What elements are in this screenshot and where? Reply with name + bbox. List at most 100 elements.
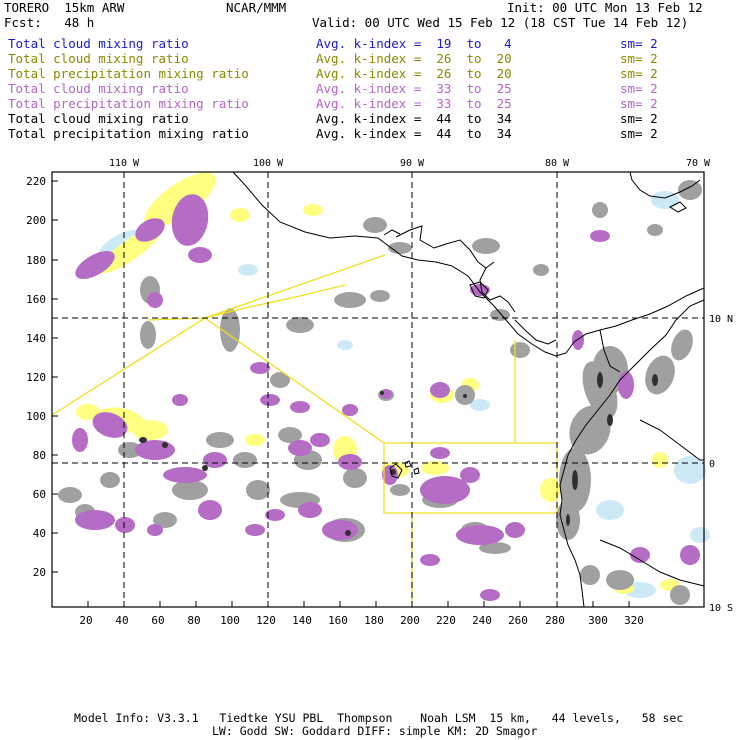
cloud-blob-24 <box>76 404 100 420</box>
cloud-blob-79 <box>163 467 207 483</box>
cloud-blob-94 <box>198 500 222 520</box>
cloud-blob-46 <box>58 487 82 503</box>
cloud-blob-64 <box>671 329 693 361</box>
cloud-blob-23 <box>652 452 668 468</box>
coastline-15 <box>599 539 705 587</box>
cloud-blob-96 <box>115 517 135 533</box>
y-tick-label-8: 60 <box>33 488 46 501</box>
cloud-blob-121 <box>566 514 570 526</box>
coastline-6 <box>383 229 401 236</box>
model-info-line2: LW: Godd SW: Goddard DIFF: simple KM: 2D… <box>212 724 538 738</box>
y-tick-label-9: 40 <box>33 527 46 540</box>
cloud-blob-17 <box>421 461 449 475</box>
cloud-blob-51 <box>388 242 412 254</box>
cloud-blob-117 <box>345 530 351 536</box>
cloud-blob-93 <box>298 502 322 518</box>
cloud-blob-81 <box>288 440 312 456</box>
cloud-blob-5 <box>596 500 624 520</box>
lon-label-3: 80 W <box>545 158 570 169</box>
legend-sm-6: sm= 2 <box>620 126 658 141</box>
valid-time: Valid: 00 UTC Wed 15 Feb 12 (18 CST Tue … <box>312 15 689 30</box>
cloud-blob-40 <box>390 484 410 496</box>
cloud-blob-119 <box>597 372 603 388</box>
cloud-blob-52 <box>472 238 500 254</box>
coastline-8 <box>514 319 557 345</box>
cloud-blob-109 <box>245 524 265 536</box>
cloud-blob-30 <box>334 292 366 308</box>
cloud-blob-124 <box>380 391 384 395</box>
coastline-3 <box>395 225 495 269</box>
cloud-blob-89 <box>460 467 480 483</box>
cloud-blob-18 <box>303 204 323 216</box>
legend-kindex-1: Avg. k-index = 26 to 20 <box>316 51 512 66</box>
cloud-blob-13 <box>132 420 168 440</box>
axis-labels: 220 200 180 160 140 120 100 80 60 40 20 20 40 60 80 100… <box>26 158 733 627</box>
y-tick-label-5: 120 <box>26 371 46 384</box>
cloud-blob-36 <box>172 480 208 500</box>
lon-label-4: 70 W <box>686 158 711 169</box>
cloud-blob-31 <box>370 290 390 302</box>
lon-label-2: 90 W <box>400 158 425 169</box>
x-tick-label-6: 140 <box>292 614 312 627</box>
cloud-blob-7 <box>690 527 710 543</box>
cloud-blob-111 <box>430 447 450 459</box>
x-tick-label-3: 80 <box>187 614 200 627</box>
x-tick-label-14: 300 <box>588 614 608 627</box>
cloud-blob-91 <box>505 522 525 538</box>
lat-label-0: 10 N <box>709 314 733 325</box>
cloud-blob-25 <box>245 434 265 446</box>
cloud-blob-48 <box>100 472 120 488</box>
y-tick-label-3: 160 <box>26 293 46 306</box>
cloud-blob-88 <box>420 476 470 504</box>
x-tick-label-7: 160 <box>328 614 348 627</box>
cloud-blob-99 <box>480 589 500 601</box>
legend-kindex-5: Avg. k-index = 44 to 34 <box>316 111 512 126</box>
cloud-blob-39 <box>343 468 367 488</box>
cloud-blob-102 <box>342 404 358 416</box>
organization-label: NCAR/MMM <box>226 0 287 15</box>
cloud-blob-82 <box>310 433 330 447</box>
cloud-blob-83 <box>338 454 362 470</box>
coastline-12 <box>413 467 420 475</box>
x-tick-label-13: 280 <box>545 614 565 627</box>
cloud-blob-77 <box>135 440 175 460</box>
lon-label-1: 100 W <box>253 158 284 169</box>
cloud-blob-60 <box>569 405 611 455</box>
legend-field-1: Total cloud mixing ratio <box>8 51 189 66</box>
legend-kindex-3: Avg. k-index = 33 to 25 <box>316 81 512 96</box>
cloud-blob-32 <box>206 432 234 448</box>
cloud-blob-74 <box>75 251 115 279</box>
x-tick-label-1: 40 <box>115 614 128 627</box>
cloud-blob-73 <box>135 218 165 242</box>
cloud-blob-122 <box>652 374 658 386</box>
cloud-blob-100 <box>430 382 450 398</box>
legend-sm-4: sm= 2 <box>620 96 658 111</box>
x-tick-label-2: 60 <box>151 614 164 627</box>
coastline-1 <box>565 287 705 354</box>
region-boundary-4 <box>515 442 558 480</box>
cloud-blob-72 <box>171 194 209 246</box>
cloud-blob-80 <box>203 452 227 468</box>
legend-kindex-2: Avg. k-index = 26 to 20 <box>316 66 512 81</box>
map-frame <box>51 171 705 608</box>
legend-field-4: Total precipitation mixing ratio <box>8 96 249 111</box>
cloud-blob-28 <box>220 308 240 352</box>
init-time: Init: 00 UTC Mon 13 Feb 12 <box>507 0 703 15</box>
cloud-blob-95 <box>75 510 115 530</box>
coastline-10 <box>389 463 403 479</box>
legend-sm-3: sm= 2 <box>620 81 658 96</box>
cloud-blob-57 <box>270 372 290 388</box>
cloud-blob-112 <box>147 292 163 308</box>
model-info-line1: Model Info: V3.3.1 Tiedtke YSU PBL Thomp… <box>74 711 684 725</box>
legend-sm-5: sm= 2 <box>620 111 658 126</box>
cloud-blob-37 <box>246 480 270 500</box>
cloud-blob-85 <box>290 401 310 413</box>
y-tick-label-4: 140 <box>26 332 46 345</box>
cloud-blob-8 <box>470 399 490 411</box>
coastline-5 <box>469 281 489 299</box>
legend-field-0: Total cloud mixing ratio <box>8 36 189 51</box>
cloud-blob-2 <box>337 340 353 350</box>
legend-kindex-4: Avg. k-index = 33 to 25 <box>316 96 512 111</box>
coastline-0 <box>232 171 567 357</box>
